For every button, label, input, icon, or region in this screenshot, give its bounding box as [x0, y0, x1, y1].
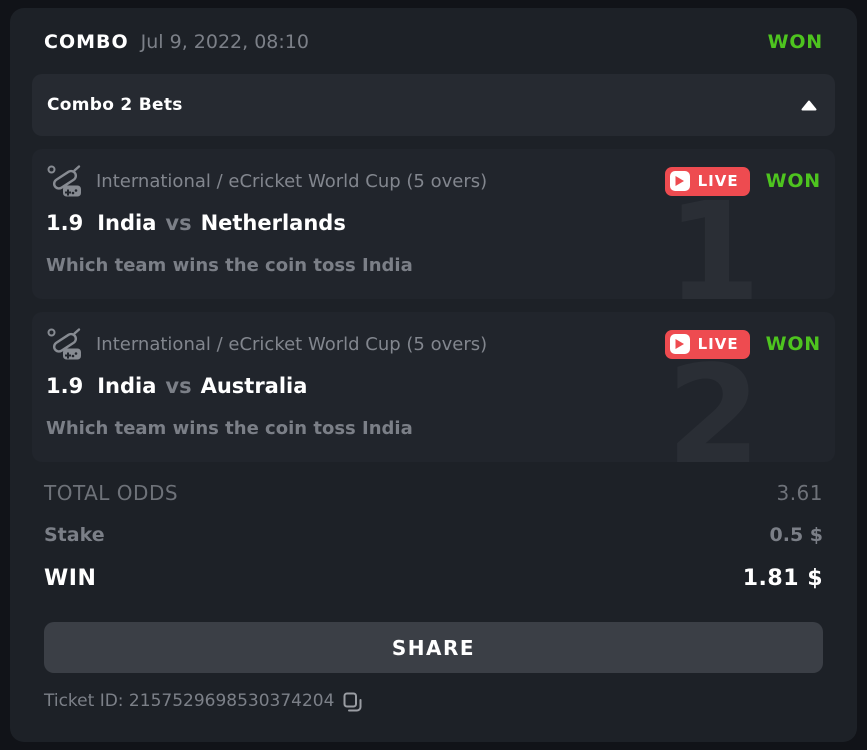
home-team: India — [97, 374, 157, 398]
ticket-header: COMBO Jul 9, 2022, 08:10 WON — [44, 28, 823, 56]
bet-status: WON — [765, 170, 821, 192]
home-team: India — [97, 211, 157, 235]
stake-label: Stake — [44, 524, 105, 546]
bet-ticket-card: COMBO Jul 9, 2022, 08:10 WON Combo 2 Bet… — [10, 8, 857, 742]
total-odds-row: TOTAL ODDS 3.61 — [32, 472, 835, 514]
bet-type-label: COMBO — [44, 31, 129, 53]
totals-section: TOTAL ODDS 3.61 Stake 0.5 $ WIN 1.81 $ — [32, 472, 835, 600]
share-button[interactable]: SHARE — [44, 622, 823, 673]
total-odds-label: TOTAL ODDS — [44, 481, 179, 505]
match-line: 1.9 India vs Netherlands — [46, 211, 821, 235]
bet-odds: 1.9 — [46, 374, 84, 398]
league-label: International / eCricket World Cup (5 ov… — [96, 333, 488, 355]
bet-number-watermark: 1 — [666, 185, 761, 299]
live-label: LIVE — [697, 335, 739, 353]
win-row: WIN 1.81 $ — [32, 556, 835, 600]
live-label: LIVE — [697, 172, 739, 190]
play-icon — [669, 334, 690, 354]
win-value: 1.81 $ — [742, 565, 823, 591]
bet-top-row: International / eCricket World Cup (5 ov… — [32, 312, 835, 361]
copy-icon[interactable] — [343, 692, 362, 712]
ecricket-icon — [46, 327, 88, 361]
win-label: WIN — [44, 565, 97, 591]
bet-row-2: 2 International / eCricket World Cup (5 … — [32, 312, 835, 462]
market-selection-label: Which team wins the coin toss India — [46, 418, 413, 439]
total-odds-value: 3.61 — [776, 481, 823, 505]
league-label: International / eCricket World Cup (5 ov… — [96, 170, 488, 192]
bet-row-1: 1 International / eCricket World Cup (5 … — [32, 149, 835, 299]
ticket-status-badge: WON — [767, 31, 823, 53]
live-badge[interactable]: LIVE — [664, 329, 750, 359]
bet-status: WON — [765, 333, 821, 355]
market-selection-label: Which team wins the coin toss India — [46, 255, 413, 276]
away-team: Netherlands — [200, 211, 346, 235]
match-line: 1.9 India vs Australia — [46, 374, 821, 398]
combo-bets-collapse-bar[interactable]: Combo 2 Bets — [32, 74, 835, 136]
stake-row: Stake 0.5 $ — [32, 514, 835, 556]
combo-bar-label: Combo 2 Bets — [47, 95, 183, 115]
ticket-date: Jul 9, 2022, 08:10 — [140, 31, 309, 53]
ticket-id-label: Ticket ID: 2157529698530374204 — [44, 691, 335, 711]
play-icon — [669, 171, 690, 191]
bet-number-watermark: 2 — [666, 348, 761, 462]
away-team: Australia — [200, 374, 308, 398]
ticket-id-row: Ticket ID: 2157529698530374204 — [44, 690, 823, 712]
ecricket-icon — [46, 164, 88, 198]
vs-separator: vs — [165, 211, 192, 235]
bet-top-row: International / eCricket World Cup (5 ov… — [32, 149, 835, 198]
live-badge[interactable]: LIVE — [664, 166, 750, 196]
stake-value: 0.5 $ — [769, 524, 824, 546]
vs-separator: vs — [165, 374, 192, 398]
bet-odds: 1.9 — [46, 211, 84, 235]
chevron-up-icon[interactable] — [801, 100, 817, 111]
